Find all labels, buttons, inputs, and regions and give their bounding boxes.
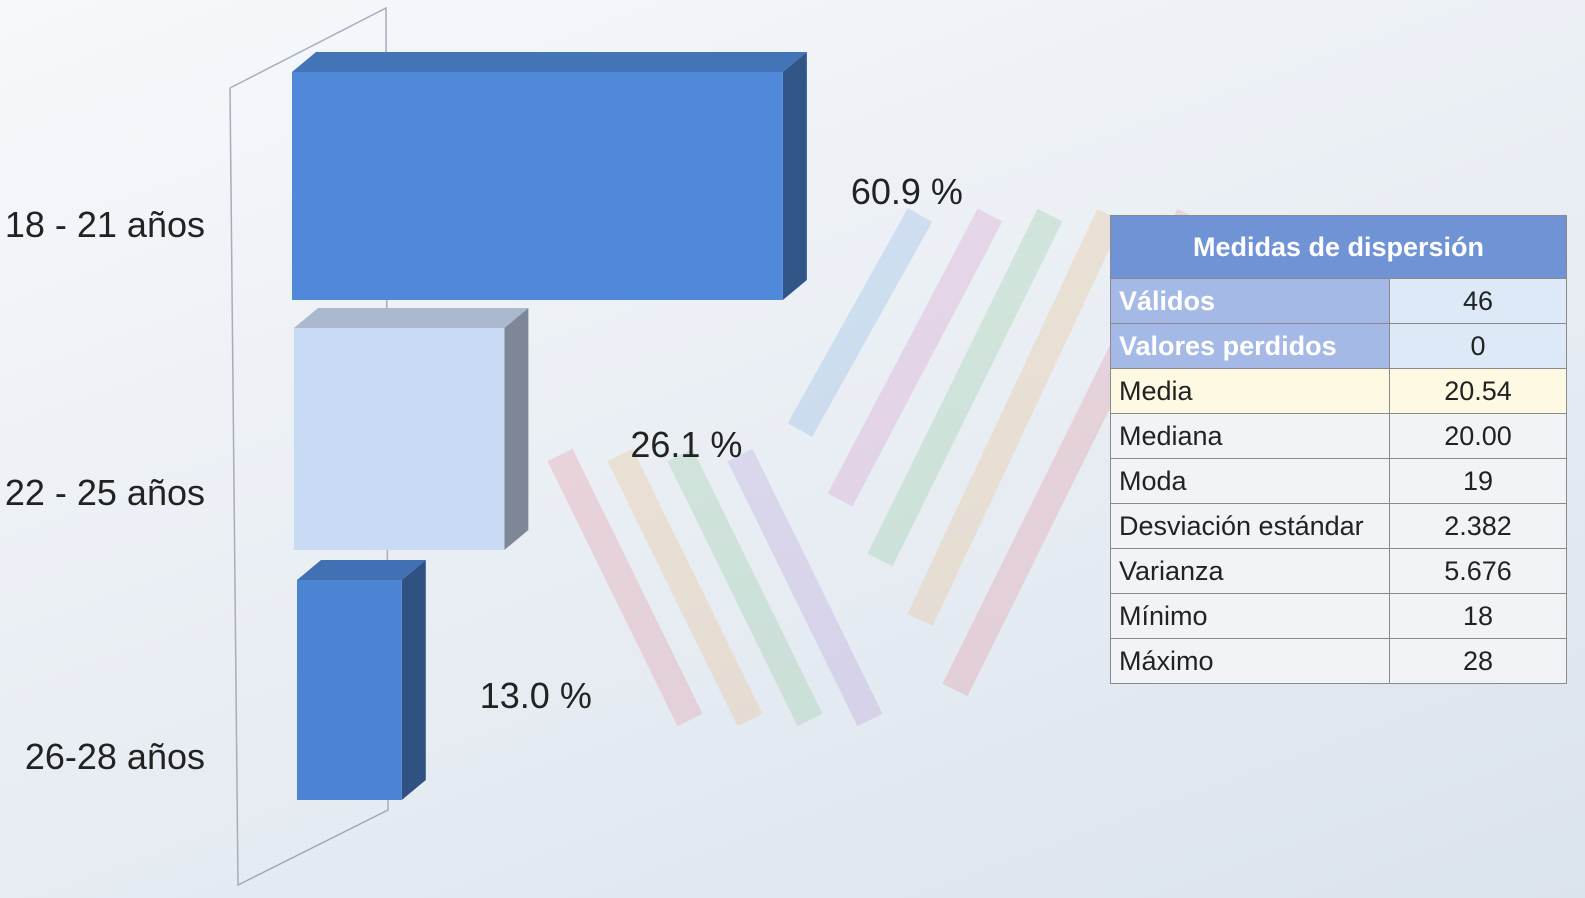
category-label: 22 - 25 años	[5, 472, 205, 513]
bar-side	[782, 52, 807, 300]
value-label: 13.0 %	[480, 675, 592, 716]
bar	[292, 72, 783, 300]
table-row: Varianza 5.676	[1110, 548, 1567, 594]
value-label: 26.1 %	[630, 424, 742, 465]
stat-name: Valores perdidos	[1110, 323, 1390, 369]
stat-value: 18	[1389, 593, 1567, 639]
table-row: Mínimo 18	[1110, 593, 1567, 639]
stat-name: Varianza	[1110, 548, 1390, 594]
stat-value: 2.382	[1389, 503, 1567, 549]
stat-name: Mínimo	[1110, 593, 1390, 639]
table-row: Moda 19	[1110, 458, 1567, 504]
stats-table: Medidas de dispersión Válidos 46 Valores p…	[1110, 215, 1567, 684]
table-row: Máximo 28	[1110, 638, 1567, 684]
table-row: Media 20.54	[1110, 368, 1567, 414]
bar-side	[504, 308, 529, 550]
stat-name: Desviación estándar	[1110, 503, 1390, 549]
back-wall	[229, 6, 389, 887]
category-label: 26-28 años	[25, 736, 205, 777]
bar-top	[297, 560, 426, 580]
table-row: Valores perdidos 0	[1110, 323, 1567, 369]
stat-value: 46	[1389, 278, 1567, 324]
stat-name: Válidos	[1110, 278, 1390, 324]
value-label: 60.9 %	[851, 171, 963, 212]
stat-value: 28	[1389, 638, 1567, 684]
bar-top	[294, 308, 529, 328]
table-row: Desviación estándar 2.382	[1110, 503, 1567, 549]
category-label: 18 - 21 años	[5, 204, 205, 245]
stat-value: 20.54	[1389, 368, 1567, 414]
bar-side	[401, 560, 426, 800]
bar	[294, 328, 505, 550]
stat-name: Mediana	[1110, 413, 1390, 459]
stat-name: Máximo	[1110, 638, 1390, 684]
stat-value: 5.676	[1389, 548, 1567, 594]
stat-name: Media	[1110, 368, 1390, 414]
stat-name: Moda	[1110, 458, 1390, 504]
stat-value: 20.00	[1389, 413, 1567, 459]
table-row: Válidos 46	[1110, 278, 1567, 324]
bar	[297, 580, 402, 800]
table-title: Medidas de dispersión	[1110, 215, 1567, 279]
table-row: Mediana 20.00	[1110, 413, 1567, 459]
stat-value: 19	[1389, 458, 1567, 504]
bar-top	[292, 52, 807, 72]
stat-value: 0	[1389, 323, 1567, 369]
